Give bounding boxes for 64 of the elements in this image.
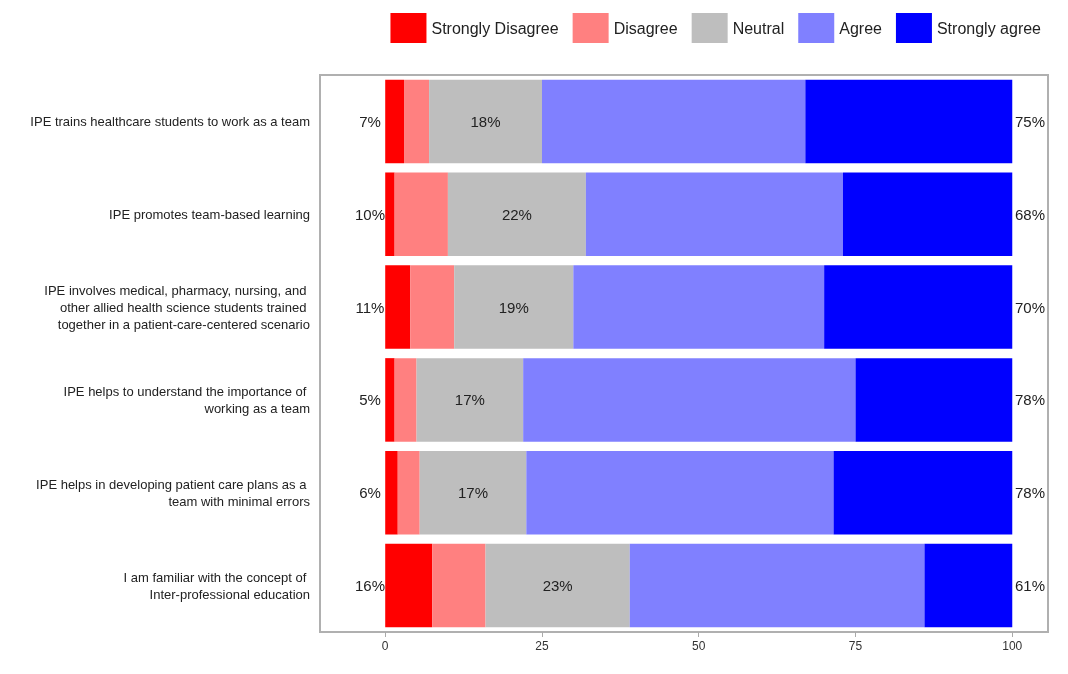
legend-label: Neutral — [732, 19, 785, 37]
bar — [585, 172, 843, 257]
annotation: 6% — [359, 484, 381, 502]
annotation: 11% — [355, 298, 385, 316]
annotation: 78% — [1014, 484, 1046, 502]
bar — [833, 450, 1013, 535]
legend-label: Strongly agree — [936, 19, 1042, 37]
bar — [454, 265, 574, 349]
bar — [385, 450, 398, 535]
data-label: 18% — [470, 112, 501, 130]
bar — [429, 79, 542, 164]
data-label: 19% — [498, 298, 529, 316]
x-tick-label: 100 — [1002, 639, 1023, 653]
y-tick-label: IPE helps to understand the importance of working as a team — [63, 383, 310, 416]
bar — [924, 543, 1013, 628]
annotation: 5% — [359, 391, 381, 409]
annotation: 61% — [1014, 577, 1046, 595]
bar — [419, 450, 527, 535]
bar — [385, 172, 395, 257]
data-label: 22% — [501, 205, 532, 223]
bar — [385, 358, 395, 442]
bar — [629, 543, 925, 628]
x-tick-label: 25 — [535, 639, 549, 653]
bar — [573, 265, 825, 349]
annotation: 75% — [1014, 112, 1046, 130]
x-tick-label: 75 — [848, 639, 863, 653]
bar — [385, 543, 433, 628]
legend-label: Agree — [839, 19, 883, 37]
legend-label: Disagree — [613, 19, 678, 37]
y-tick-label: IPE trains healthcare students to work as a team — [30, 113, 310, 129]
bar — [824, 265, 1013, 349]
annotation: 16% — [354, 577, 386, 595]
y-tick-label: I am familiar with the concept of Inter-professional education — [123, 569, 310, 602]
bar — [410, 265, 455, 349]
annotation: 7% — [359, 112, 381, 130]
bar — [432, 543, 486, 628]
bar — [416, 358, 524, 442]
legend-label: Strongly Disagree — [431, 19, 559, 37]
annotation: 10% — [354, 205, 386, 223]
bar — [397, 450, 420, 535]
bar — [447, 172, 586, 257]
bar — [385, 265, 411, 349]
bar — [385, 79, 405, 164]
x-tick-label: 50 — [692, 639, 706, 653]
bar — [842, 172, 1013, 257]
annotation: 70% — [1014, 298, 1046, 316]
bar — [855, 358, 1013, 442]
bar — [805, 79, 1013, 164]
bar — [404, 79, 430, 164]
annotation: 68% — [1014, 205, 1046, 223]
bar — [485, 543, 630, 628]
bar — [541, 79, 806, 164]
annotation: 78% — [1014, 391, 1046, 409]
y-tick-label: IPE involves medical, pharmacy, nursing, and other allied health science students trained together in a patient-care-centered scenario — [44, 282, 310, 332]
y-tick-label: IPE promotes team-based learning — [109, 206, 310, 222]
x-tick-label: 0 — [381, 639, 389, 653]
bar — [526, 450, 834, 535]
data-label: 17% — [457, 484, 489, 502]
data-label: 17% — [454, 391, 485, 409]
bar — [394, 172, 448, 257]
data-label: 23% — [542, 577, 573, 595]
y-tick-label: IPE helps in developing patient care plans as a team with minimal errors — [36, 476, 311, 509]
bar — [523, 358, 856, 442]
bar — [394, 358, 417, 442]
